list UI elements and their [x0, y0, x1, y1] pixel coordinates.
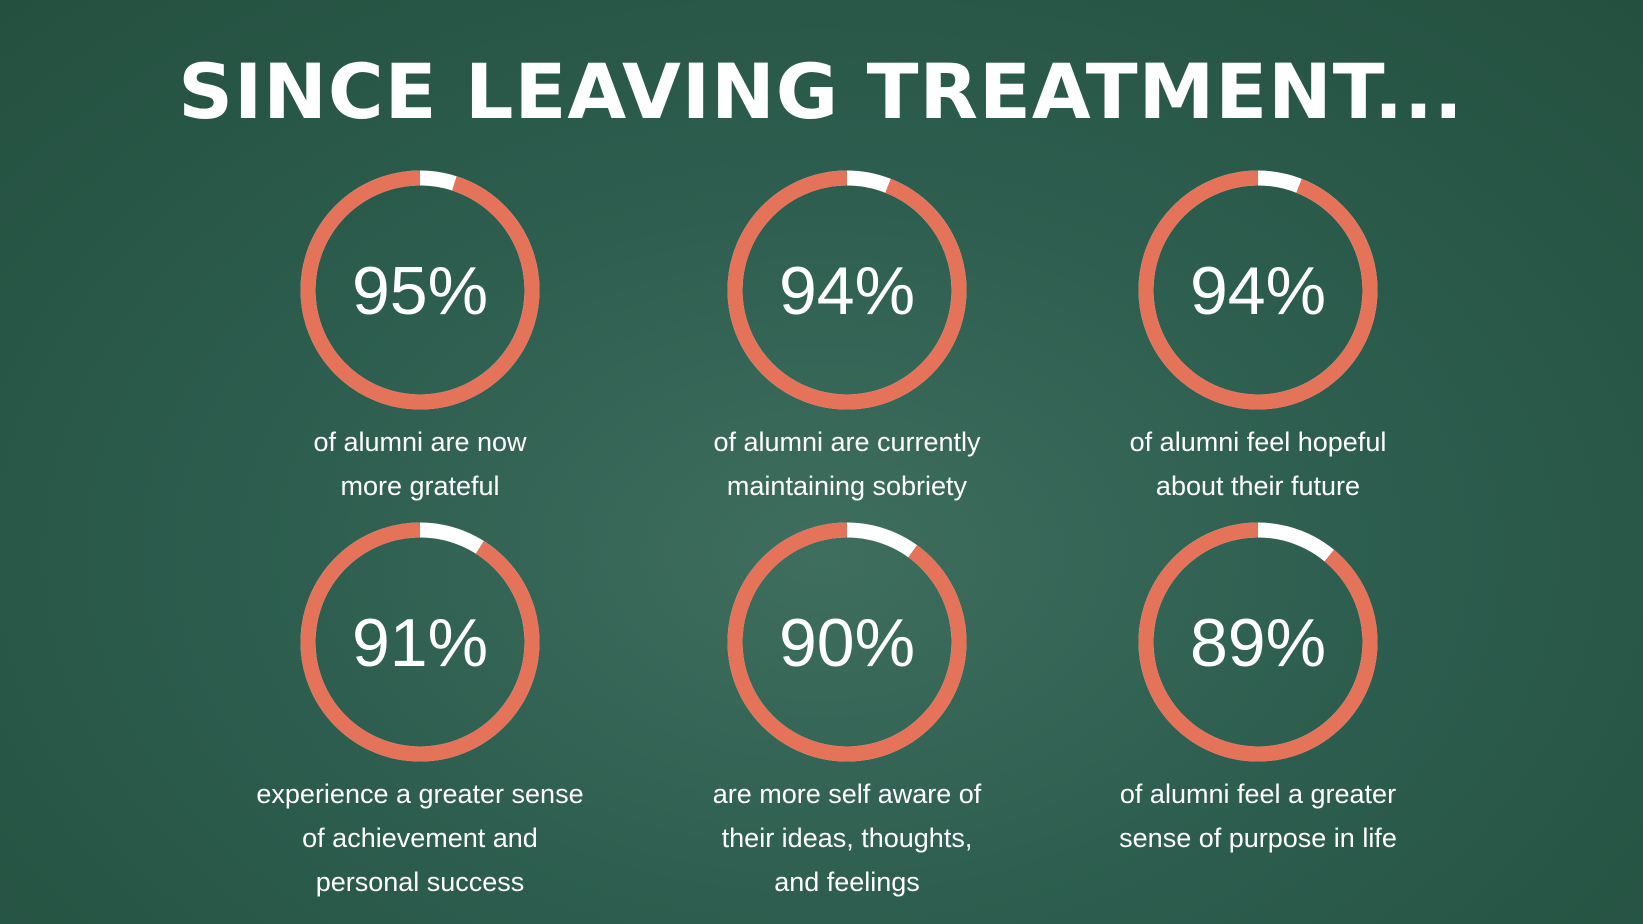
gauge-arc — [1138, 522, 1378, 762]
caption: of alumni are now more grateful — [313, 427, 527, 501]
value-label: 94% — [779, 253, 915, 329]
gauge-arc — [300, 522, 540, 762]
caption: are more self aware of their ideas, thou… — [712, 779, 982, 897]
caption: experience a greater sense of achievemen… — [256, 779, 584, 897]
value-label: 89% — [1190, 605, 1326, 681]
value-label: 95% — [352, 253, 488, 329]
caption: of alumni feel hopeful about their futur… — [1129, 427, 1387, 501]
gauge-arc — [1138, 170, 1378, 410]
gauge-arc — [727, 522, 967, 762]
value-label: 94% — [1190, 253, 1326, 329]
value-label: 90% — [779, 605, 915, 681]
caption: of alumni feel a greater sense of purpos… — [1119, 779, 1397, 853]
gauge-arc — [727, 170, 967, 410]
chart-title: SINCE LEAVING TREATMENT... — [178, 47, 1463, 136]
gauge-arc — [300, 170, 540, 410]
caption: of alumni are currently maintaining sobr… — [713, 427, 981, 501]
value-label: 91% — [352, 605, 488, 681]
